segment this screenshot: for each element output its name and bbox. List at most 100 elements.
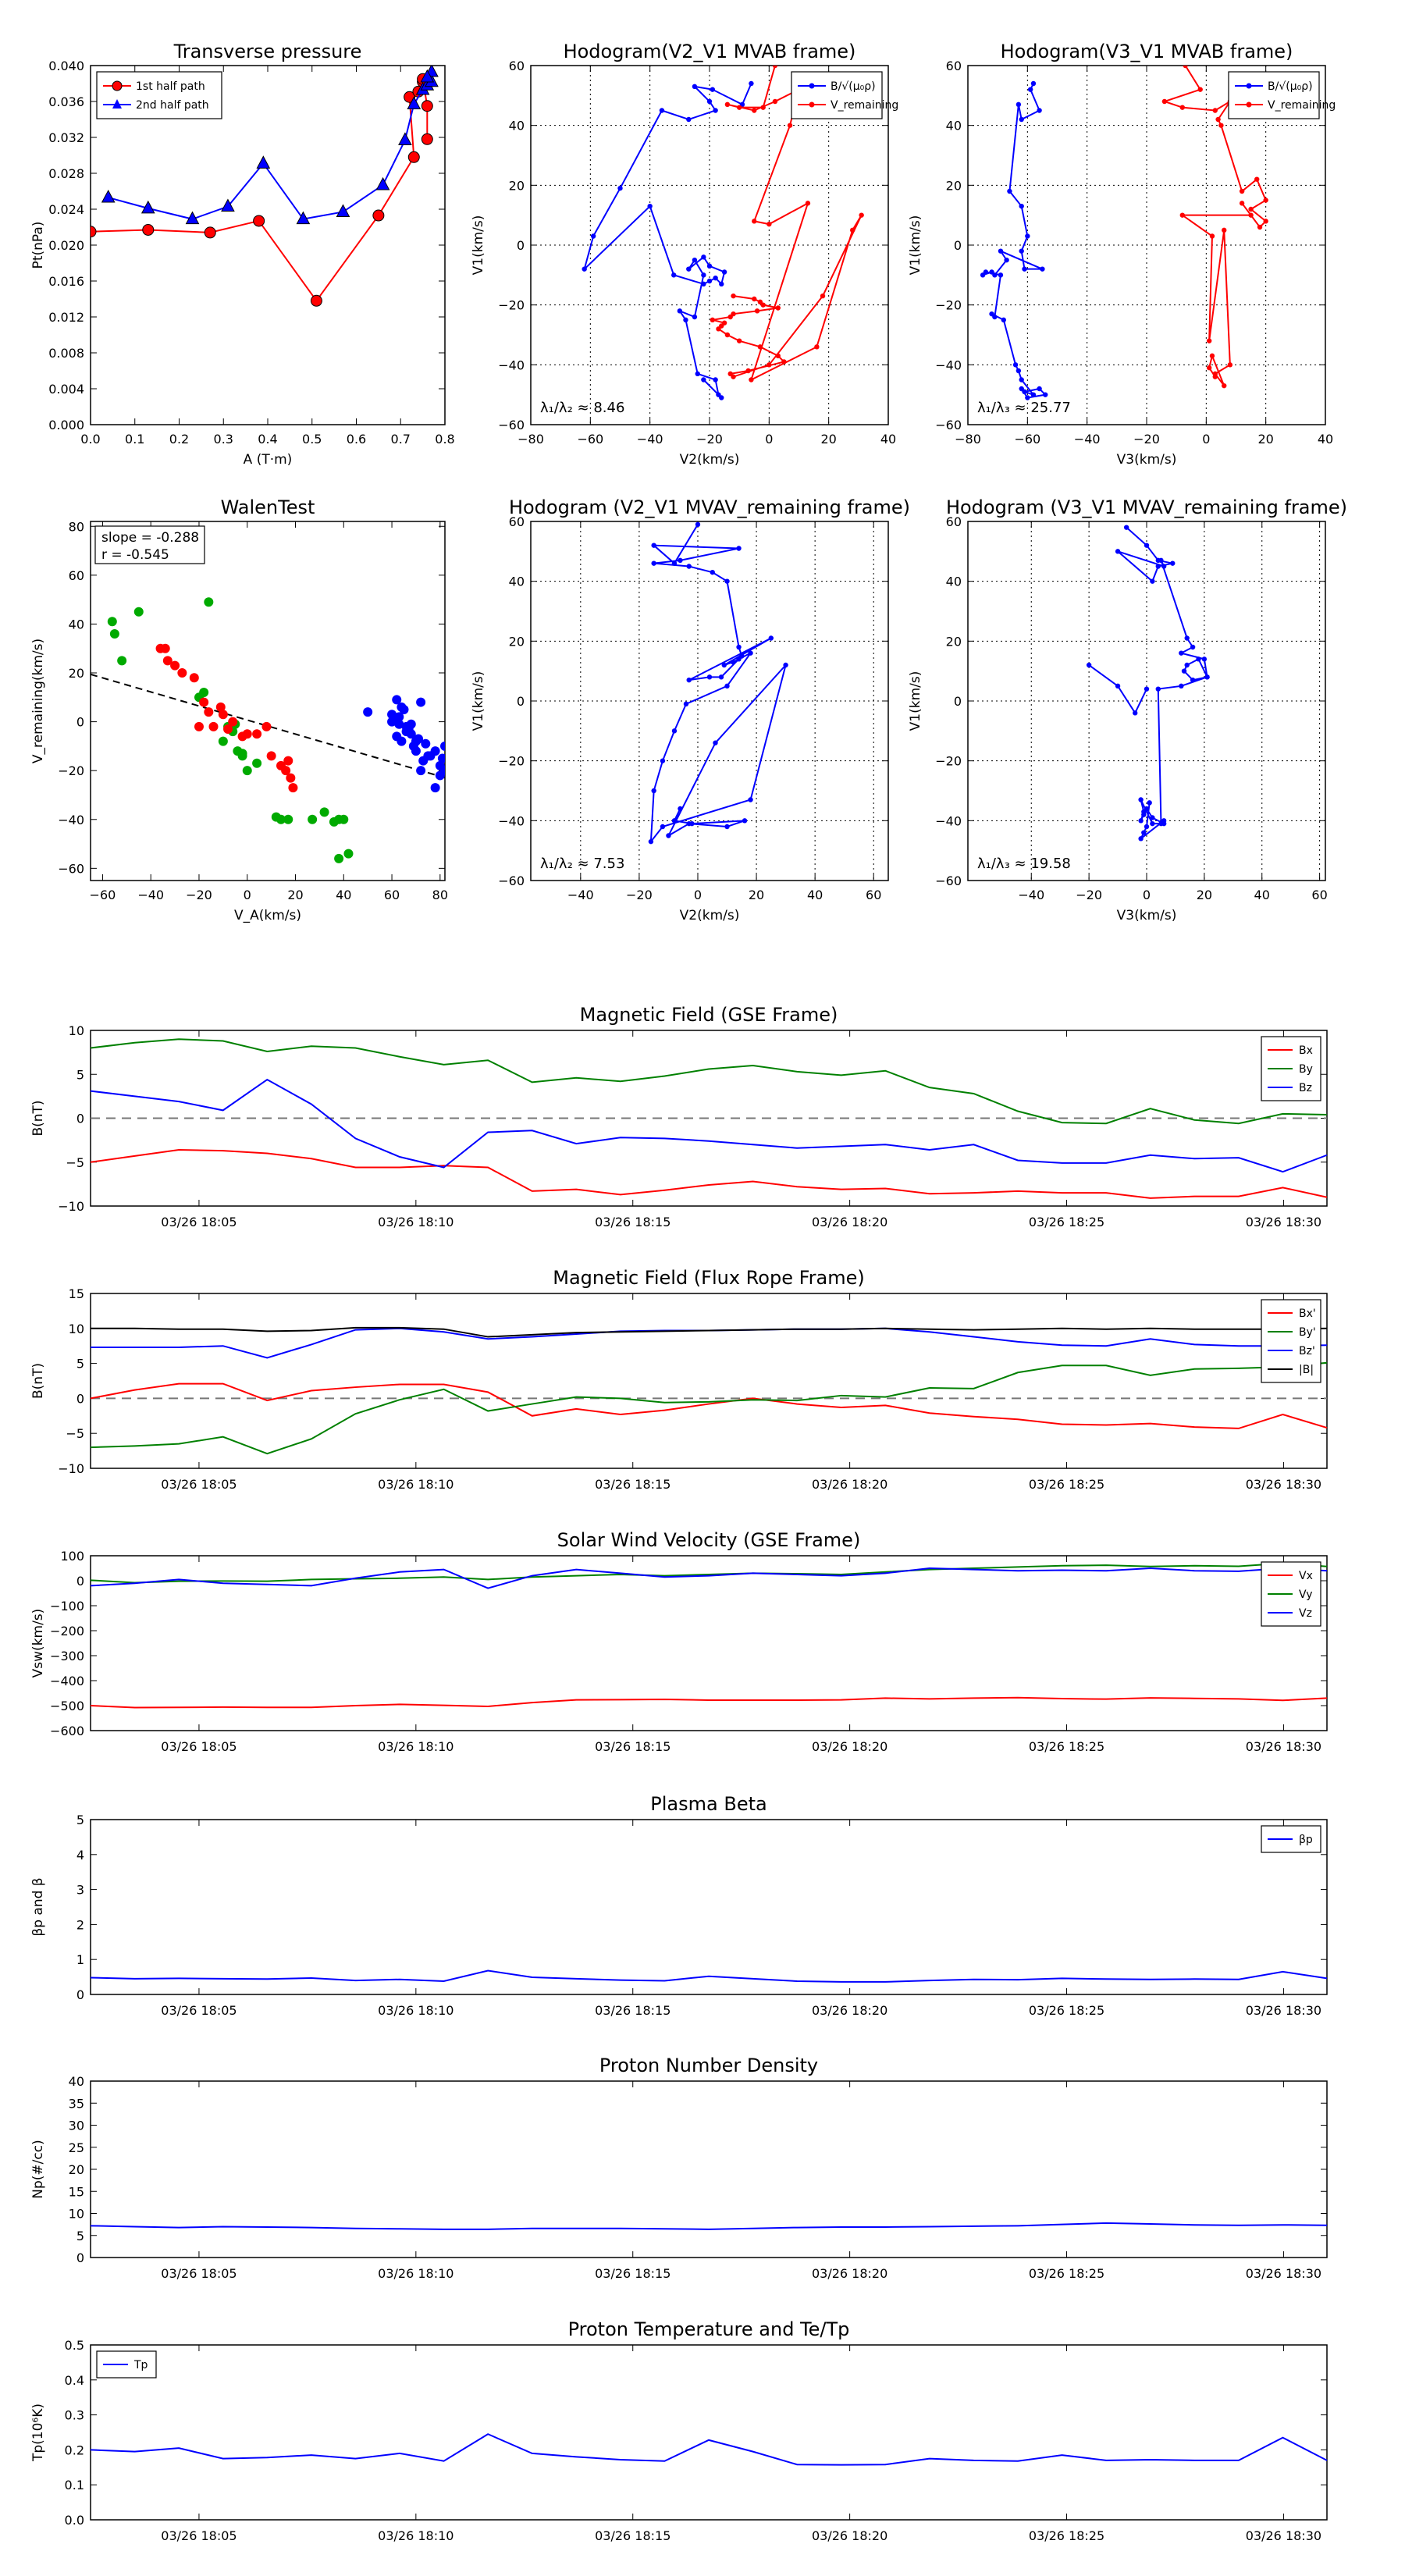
data-point (283, 814, 293, 824)
data-point (775, 353, 781, 359)
data-point (1209, 353, 1215, 359)
data-point (692, 314, 698, 320)
y-tick-label: 0.2 (65, 2443, 84, 2457)
data-point (185, 211, 200, 225)
legend-label: Bx (1299, 1044, 1313, 1057)
data-point (1019, 116, 1024, 123)
x-tick-label: 0 (1143, 888, 1151, 902)
data-point (339, 814, 349, 824)
data-point (223, 724, 233, 734)
x-tick-label: 40 (807, 888, 823, 902)
x-tick-label: 60 (384, 888, 400, 902)
data-point (416, 697, 426, 707)
y-tick-label: 40 (509, 119, 525, 133)
data-point (1227, 362, 1233, 368)
data-point (671, 728, 678, 734)
data-point (671, 272, 677, 278)
data-point (1248, 206, 1254, 212)
data-point (748, 650, 753, 656)
data-point (281, 766, 291, 776)
y-tick-label: −40 (935, 813, 962, 828)
y-tick-label: 10 (69, 2207, 84, 2222)
y-tick-label: −20 (58, 763, 84, 778)
y-tick-label: 20 (946, 178, 962, 193)
x-tick-label: 03/26 18:30 (1246, 2528, 1321, 2543)
data-point (783, 662, 788, 668)
data-point (1183, 66, 1188, 69)
y-tick-label: 0.016 (48, 274, 84, 289)
data-point (1179, 212, 1186, 218)
data-point (1254, 176, 1260, 182)
panel-title: Proton Number Density (599, 2055, 818, 2076)
panel-h4: Hodogram (V3_V1 MVAV_remaining frame) −40… (908, 496, 1347, 923)
data-point (430, 746, 440, 756)
panel-title: Proton Temperature and Te/Tp (568, 2318, 850, 2340)
data-point (283, 756, 293, 766)
panel-sw: Solar Wind Velocity (GSE Frame) −600 −500 −… (30, 1529, 1328, 1754)
data-point (651, 543, 656, 548)
data-point (430, 783, 440, 793)
y-tick-label: −60 (498, 418, 525, 432)
y-tick-label: 0 (76, 1574, 84, 1589)
data-point (742, 818, 748, 824)
data-point (678, 806, 683, 812)
series-line-Tp (90, 2433, 1328, 2466)
data-point (666, 833, 671, 838)
y-tick-label: −5 (66, 1426, 84, 1441)
data-point (1179, 650, 1184, 656)
x-tick-label: 60 (1311, 888, 1327, 902)
data-point (768, 635, 774, 641)
data-point (736, 338, 742, 343)
data-point (276, 814, 286, 824)
data-point (757, 344, 763, 350)
y-tick-label: 20 (509, 178, 525, 193)
data-point (408, 741, 418, 751)
data-point (387, 717, 397, 727)
y-tick-label: 0 (76, 715, 84, 730)
data-point (760, 105, 766, 110)
data-point (983, 269, 989, 275)
legend-label: Vy (1299, 1589, 1313, 1601)
data-point (343, 849, 354, 859)
data-point (724, 578, 730, 584)
x-tick-label: 03/26 18:05 (161, 1739, 237, 1754)
data-point (706, 98, 713, 105)
legend-box (1228, 71, 1320, 119)
stats-slope: slope = -0.288 (101, 530, 199, 546)
data-point (414, 734, 424, 744)
x-tick-label: −20 (1133, 432, 1160, 447)
data-point (266, 751, 276, 761)
data-point (286, 773, 296, 783)
y-tick-label: −5 (66, 1155, 84, 1170)
x-tick-label: 03/26 18:15 (595, 2528, 670, 2543)
data-point (1030, 80, 1037, 87)
data-point (689, 820, 695, 827)
y-axis-label: V1(km/s) (908, 215, 923, 276)
data-point (398, 132, 412, 145)
legend-label: 2nd half path (136, 99, 209, 112)
plot-frame (90, 2080, 1328, 2258)
data-point (1190, 644, 1196, 650)
data-point (363, 707, 373, 717)
data-point (998, 272, 1004, 278)
data-point (731, 293, 736, 299)
data-point (421, 738, 431, 749)
data-point (1007, 188, 1012, 194)
data-point (767, 362, 772, 368)
x-axis-label: V2(km/s) (680, 908, 740, 923)
x-tick-label: 03/26 18:20 (812, 1739, 887, 1754)
y-axis-label: B(nT) (30, 1100, 46, 1136)
panel-title: Magnetic Field (GSE Frame) (580, 1004, 838, 1026)
legend-label: B/√(μ₀ρ) (831, 80, 876, 93)
x-tick-label: 0 (1202, 432, 1210, 447)
data-point (647, 203, 653, 209)
x-tick-label: 20 (749, 888, 764, 902)
series-line-Vx (90, 1696, 1328, 1709)
legend-swatch-marker (112, 80, 123, 91)
x-axis-label: A (T·m) (244, 452, 293, 468)
eigen-ratio-label: λ₁/λ₂ ≈ 7.53 (540, 856, 624, 872)
x-tick-label: 03/26 18:20 (812, 2266, 887, 2281)
y-tick-label: 0.008 (48, 346, 84, 361)
plot-area (91, 597, 445, 863)
fit-line (91, 673, 445, 779)
